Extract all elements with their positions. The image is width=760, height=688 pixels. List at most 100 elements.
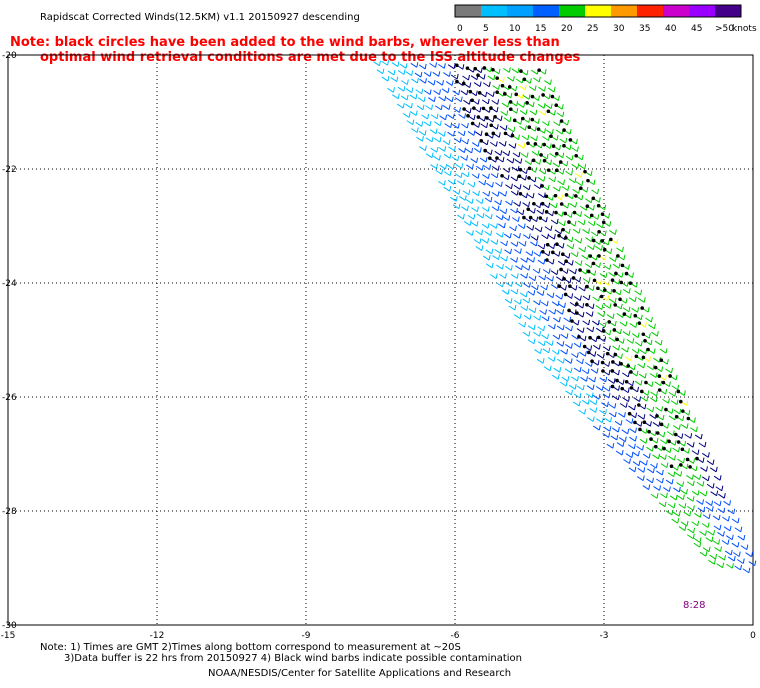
- wind-barb: [563, 292, 574, 299]
- wind-barb: [697, 506, 706, 513]
- wind-barb: [646, 406, 655, 413]
- wind-barb: [647, 467, 655, 474]
- wind-barb: [461, 138, 469, 145]
- wind-barb: [597, 254, 607, 261]
- wind-barb: [461, 81, 472, 88]
- wind-barb: [694, 512, 702, 518]
- wind-barb: [699, 490, 708, 497]
- wind-barb: [541, 93, 551, 100]
- wind-barb: [397, 86, 406, 92]
- wind-barb: [481, 223, 490, 229]
- wind-barb: [578, 246, 587, 253]
- wind-barb: [482, 66, 492, 73]
- wind-barb: [659, 348, 668, 354]
- wind-barb: [429, 128, 438, 135]
- wind-barb: [691, 449, 700, 456]
- wind-barb: [564, 235, 574, 243]
- wind-barb: [633, 313, 643, 321]
- wind-barb: [538, 109, 547, 116]
- wind-barb: [574, 194, 584, 201]
- wind-barb: [491, 191, 500, 197]
- wind-barb: [599, 409, 607, 415]
- wind-barb: [640, 460, 648, 466]
- wind-barb: [461, 171, 470, 178]
- wind-barb: [603, 426, 612, 432]
- wind-barb: [624, 379, 635, 387]
- wind-barb: [517, 102, 526, 108]
- wind-barb: [539, 309, 547, 315]
- wind-barb: [522, 201, 531, 208]
- wind-barb: [503, 116, 512, 123]
- wind-barb: [512, 118, 523, 125]
- wind-barb: [438, 63, 446, 69]
- wind-barb: [590, 359, 600, 366]
- wind-barb: [556, 111, 565, 118]
- wind-barb: [381, 75, 390, 82]
- wind-barb: [410, 62, 419, 68]
- wind-barb: [712, 539, 721, 545]
- wind-barb: [528, 215, 539, 223]
- wind-barb: [421, 113, 430, 120]
- wind-barb: [585, 392, 594, 399]
- legend-swatch: [559, 5, 585, 17]
- wind-barb: [707, 530, 716, 536]
- wind-barb: [567, 220, 577, 227]
- wind-barb: [433, 155, 441, 161]
- wind-barb: [545, 242, 556, 250]
- wind-barb: [599, 272, 608, 279]
- wind-barb: [680, 447, 690, 454]
- wind-barb: [529, 109, 538, 116]
- wind-barb: [461, 122, 469, 129]
- wind-barb: [734, 564, 743, 571]
- wind-barb: [506, 157, 515, 164]
- wind-barb: [489, 106, 499, 113]
- wind-barb: [602, 288, 613, 295]
- wind-barb: [564, 259, 574, 266]
- wind-barb: [373, 60, 381, 67]
- wind-barb: [460, 155, 469, 161]
- wind-barb: [683, 510, 692, 517]
- legend-frame: [454, 4, 742, 18]
- wind-barb: [541, 250, 551, 257]
- wind-barb: [608, 411, 617, 418]
- longitude-label: -6: [451, 631, 460, 641]
- wind-barb: [481, 238, 490, 244]
- wind-barb: [578, 268, 588, 275]
- wind-barb: [581, 254, 590, 260]
- wind-barb: [528, 307, 537, 314]
- wind-barb: [700, 466, 708, 472]
- wind-barb: [544, 79, 552, 85]
- wind-barb: [447, 113, 455, 119]
- wind-barb: [605, 351, 616, 359]
- wind-barb: [489, 273, 498, 279]
- wind-barb: [615, 449, 624, 456]
- legend-swatch: [533, 5, 559, 17]
- wind-barb: [542, 135, 550, 141]
- wind-barb: [523, 282, 531, 288]
- wind-barb: [546, 168, 557, 175]
- wind-barb: [652, 421, 661, 427]
- legend-swatch: [507, 5, 533, 17]
- wind-barb: [475, 245, 484, 251]
- wind-barb: [649, 396, 658, 403]
- wind-barb: [554, 228, 563, 235]
- wind-barb: [710, 490, 719, 497]
- wind-barb: [513, 184, 522, 190]
- wind-barb: [537, 243, 546, 250]
- wind-barb: [531, 150, 540, 156]
- wind-barb: [556, 324, 565, 331]
- wind-barb: [425, 104, 434, 111]
- wind-barb: [628, 296, 637, 303]
- wind-barb: [578, 409, 587, 415]
- wind-barb: [451, 155, 460, 162]
- wind-barb: [586, 416, 595, 422]
- wind-barb: [542, 268, 551, 274]
- wind-barb: [572, 188, 581, 194]
- wind-barb: [466, 114, 476, 121]
- wind-barb: [481, 98, 490, 105]
- wind-barb: [521, 134, 530, 141]
- wind-barb: [537, 192, 546, 198]
- wind-barb: [542, 142, 552, 149]
- wind-barb: [496, 281, 505, 288]
